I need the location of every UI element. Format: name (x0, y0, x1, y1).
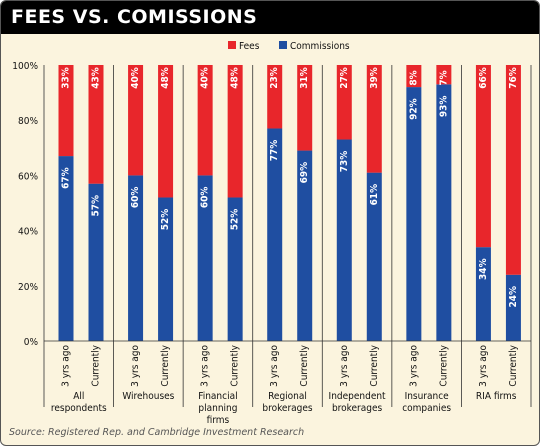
header-bar: FEES VS. COMISSIONS (1, 1, 539, 34)
bar-fees (227, 65, 243, 198)
data-label-commissions: 73% (339, 151, 350, 173)
x-period-label: Currently (438, 344, 449, 386)
bar-fees (505, 65, 521, 275)
source-note: Source: Registered Rep. and Cambridge In… (9, 427, 305, 438)
bar-commissions (297, 150, 313, 341)
y-tick-label: 20% (18, 282, 38, 293)
data-label-fees: 76% (508, 67, 519, 89)
x-category-label: companies (402, 403, 451, 414)
data-label-commissions: 57% (91, 195, 102, 217)
bar-fees (58, 65, 74, 157)
x-period-label: 3 yrs ago (200, 345, 211, 387)
bar-commissions (88, 183, 104, 341)
y-tick-label: 80% (18, 116, 38, 127)
bar-commissions (227, 197, 243, 341)
data-label-commissions: 61% (369, 184, 380, 206)
data-label-fees: 48% (230, 67, 241, 89)
data-label-commissions: 77% (269, 140, 280, 162)
data-label-fees: 23% (269, 67, 280, 89)
y-tick-label: 40% (18, 227, 38, 238)
bar-fees (88, 65, 104, 184)
bar-commissions (197, 175, 213, 341)
chart-title: FEES VS. COMISSIONS (11, 6, 258, 28)
x-category-label: Regional (268, 391, 307, 402)
bar-commissions (406, 87, 422, 341)
x-category-label: respondents (51, 403, 107, 414)
x-period-label: 3 yrs ago (61, 345, 72, 387)
bar-commissions (436, 84, 452, 341)
x-period-label: 3 yrs ago (130, 345, 141, 387)
bar-commissions (336, 139, 352, 341)
bar-commissions (366, 172, 382, 341)
bar-commissions (158, 197, 174, 341)
data-label-commissions: 34% (478, 258, 489, 280)
data-label-commissions: 67% (61, 167, 72, 189)
legend-fees-swatch (228, 41, 236, 49)
x-category-label: Financial (198, 391, 237, 402)
x-period-label: Currently (299, 344, 310, 386)
data-label-fees: 33% (61, 67, 72, 89)
x-category-label: Insurance (405, 391, 450, 402)
bar-commissions (128, 175, 144, 341)
x-category-label: firms (207, 415, 230, 426)
data-label-commissions: 52% (160, 209, 171, 231)
data-label-fees: 8% (408, 70, 419, 85)
bar-fees (366, 65, 382, 173)
x-period-label: 3 yrs ago (408, 345, 419, 387)
x-category-label: planning (198, 403, 237, 414)
data-label-fees: 48% (160, 67, 171, 89)
bar-fees (436, 65, 452, 85)
data-label-fees: 43% (91, 67, 102, 89)
data-label-fees: 40% (200, 67, 211, 89)
bar-fees (475, 65, 491, 248)
x-category-label: Independent (329, 391, 387, 402)
bar-fees (267, 65, 283, 129)
bar-commissions (475, 247, 491, 341)
data-label-fees: 39% (369, 67, 380, 89)
x-period-label: Currently (508, 344, 519, 386)
bar-fees (406, 65, 422, 88)
x-category-label: RIA firms (476, 391, 517, 402)
bar-fees (197, 65, 213, 176)
legend-commissions-label: Commissions (290, 41, 350, 52)
data-label-commissions: 60% (200, 187, 211, 209)
x-period-label: Currently (369, 344, 380, 386)
x-period-label: 3 yrs ago (269, 345, 280, 387)
data-label-commissions: 24% (508, 286, 519, 308)
bar-commissions (267, 128, 283, 341)
bar-commissions (505, 274, 521, 341)
bar-fees (336, 65, 352, 140)
legend-commissions-swatch (279, 41, 287, 49)
x-period-label: Currently (91, 344, 102, 386)
x-period-label: 3 yrs ago (478, 345, 489, 387)
data-label-fees: 7% (438, 70, 449, 85)
data-label-commissions: 60% (130, 187, 141, 209)
data-label-commissions: 52% (230, 209, 241, 231)
stacked-bar-chart: Fees Commissions 0% 20% 40% 60% 80% 100% 67% 33% 3… (12, 41, 532, 426)
x-period-label: Currently (230, 344, 241, 386)
data-label-fees: 66% (478, 67, 489, 89)
data-label-commissions: 92% (408, 98, 419, 120)
data-label-commissions: 93% (438, 96, 449, 118)
legend-fees-label: Fees (239, 41, 260, 52)
data-label-fees: 27% (339, 67, 350, 89)
bar-commissions (58, 156, 74, 341)
bar-fees (128, 65, 144, 176)
x-period-label: 3 yrs ago (339, 345, 350, 387)
y-tick-label: 60% (18, 171, 38, 182)
y-tick-label: 0% (24, 337, 39, 348)
data-label-fees: 40% (130, 67, 141, 89)
y-tick-label: 100% (12, 61, 38, 72)
data-label-fees: 31% (299, 67, 310, 89)
data-label-commissions: 69% (299, 162, 310, 184)
bar-fees (158, 65, 174, 198)
bar-fees (297, 65, 313, 151)
x-category-label: Wirehouses (122, 391, 174, 402)
x-category-label: brokerages (332, 403, 383, 414)
x-category-label: All (73, 391, 84, 402)
x-category-label: brokerages (262, 403, 313, 414)
x-period-label: Currently (160, 344, 171, 386)
